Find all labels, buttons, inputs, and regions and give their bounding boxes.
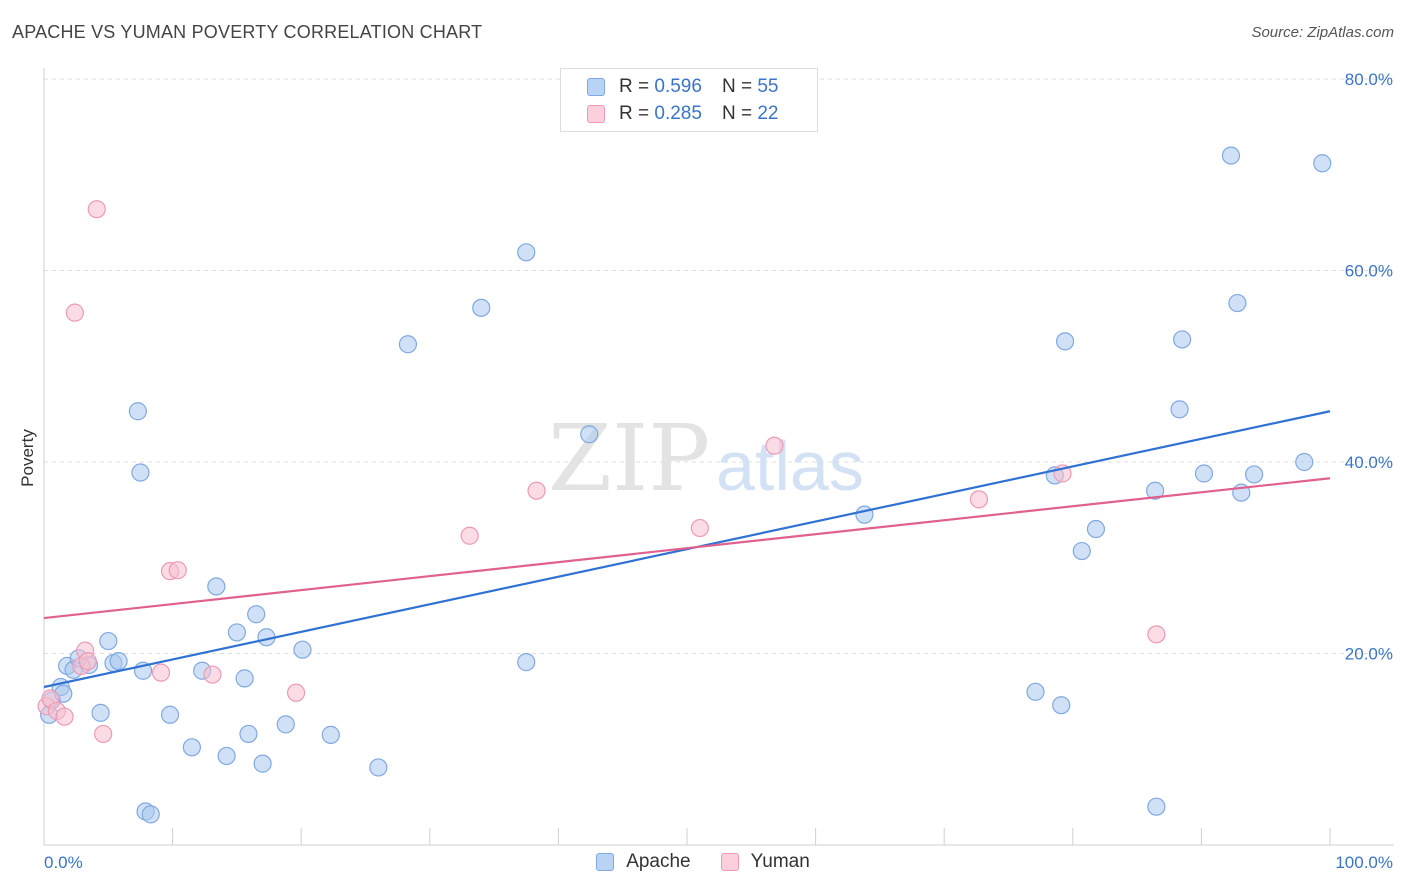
apache-point (160, 705, 180, 724)
apache-point (580, 425, 599, 444)
yuman-swatch (587, 105, 605, 123)
yuman-n-value: 22 (757, 103, 779, 124)
apache-point (1026, 682, 1045, 701)
yuman-r-value: 0.285 (654, 103, 702, 124)
apache-point (1245, 465, 1264, 484)
apache-legend-label: Apache (626, 851, 691, 872)
gridlines (44, 78, 1394, 654)
source-label: Source: ZipAtlas.com (1251, 24, 1394, 41)
apache-swatch (587, 78, 605, 96)
apache-point (321, 725, 340, 744)
apache-point (1313, 154, 1332, 173)
x-ticks (172, 828, 1331, 845)
y-axis-label: Poverty (18, 429, 37, 487)
legend-row-apache: R = 0.596 N = 55 (587, 74, 778, 100)
yuman-point (1147, 625, 1166, 644)
yuman-point (94, 724, 113, 744)
yuman-point (151, 663, 171, 682)
apache-point (1295, 452, 1314, 472)
apache-n-value: 55 (757, 76, 779, 97)
apache-point (293, 640, 312, 659)
apache-point (1146, 481, 1165, 500)
yuman-trend-line (43, 477, 1331, 620)
watermark-atlas: atlas (716, 427, 864, 505)
apache-point (239, 724, 258, 744)
yuman-r-label: R = (619, 103, 650, 124)
watermark: ZIP atlas (548, 405, 864, 512)
yuman-point (203, 665, 222, 684)
series-yuman (37, 200, 1166, 744)
legend-row-yuman: R = 0.285 N = 22 (587, 101, 778, 127)
legend-item-yuman: Yuman (720, 851, 810, 873)
apache-point (276, 715, 295, 734)
yuman-point (87, 200, 106, 219)
apache-point (1170, 400, 1189, 419)
yuman-legend-swatch (720, 853, 739, 871)
yuman-point (78, 652, 97, 671)
apache-point (247, 605, 266, 624)
yuman-point (65, 303, 84, 322)
apache-point (253, 754, 272, 773)
apache-point (1194, 464, 1214, 483)
y-tick-label: 60.0% (1345, 262, 1393, 281)
apache-point (398, 335, 418, 354)
y-tick-label: 20.0% (1345, 645, 1393, 664)
yuman-point (969, 490, 989, 509)
yuman-point (168, 561, 187, 580)
apache-point (1173, 330, 1192, 349)
apache-point (207, 577, 226, 596)
apache-point (517, 243, 536, 262)
x-tick-label-min: 0.0% (44, 853, 83, 872)
apache-point (1055, 332, 1075, 351)
yuman-legend-label: Yuman (750, 851, 810, 872)
apache-point (1052, 696, 1071, 715)
data-points (37, 146, 1332, 824)
apache-point (369, 758, 388, 777)
yuman-point (765, 436, 784, 455)
stats-legend: R = 0.596 N = 55 R = 0.285 N = 22 (560, 68, 818, 132)
apache-point (1147, 797, 1166, 816)
apache-point (91, 703, 110, 722)
yuman-point (527, 481, 546, 500)
yuman-point (55, 707, 74, 726)
apache-point (1228, 293, 1247, 313)
apache-point (217, 746, 236, 766)
x-tick-label-max: 100.0% (1335, 853, 1393, 872)
apache-point (472, 298, 491, 317)
apache-point (109, 652, 128, 671)
apache-legend-swatch (596, 853, 615, 871)
apache-r-label: R = (619, 76, 650, 97)
apache-point (99, 631, 118, 651)
apache-point (141, 805, 160, 824)
apache-n-label: N = (721, 76, 753, 97)
legend-item-apache: Apache (596, 851, 691, 873)
y-tick-labels: 20.0% 40.0% 60.0% 80.0% (1345, 70, 1393, 664)
apache-r-value: 0.596 (654, 76, 702, 97)
apache-point (1086, 519, 1106, 539)
yuman-point (460, 526, 479, 545)
apache-point (1221, 146, 1241, 165)
apache-point (227, 623, 246, 642)
apache-point (1072, 541, 1091, 561)
apache-point (517, 653, 536, 672)
apache-point (131, 463, 150, 482)
trend-lines (43, 410, 1331, 689)
yuman-n-label: N = (721, 103, 753, 124)
y-tick-label: 80.0% (1345, 70, 1393, 89)
yuman-point (286, 683, 306, 702)
watermark-zip: ZIP (548, 405, 710, 512)
apache-point (182, 738, 201, 757)
series-legend: Apache Yuman (0, 851, 1406, 873)
y-tick-label: 40.0% (1345, 453, 1393, 472)
chart-title: APACHE VS YUMAN POVERTY CORRELATION CHAR… (12, 22, 483, 42)
apache-point (128, 402, 147, 421)
apache-point (235, 669, 254, 688)
yuman-point (690, 518, 709, 538)
